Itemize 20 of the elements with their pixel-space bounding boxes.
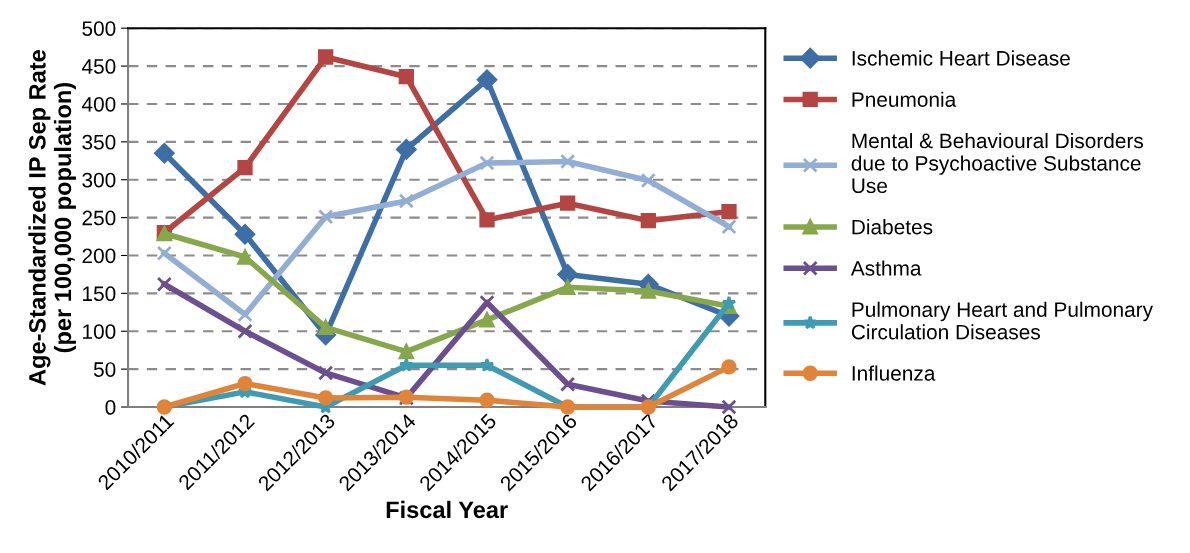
legend-label: Diabetes: [852, 219, 933, 235]
y-tick-label: 100: [83, 324, 116, 339]
y-tick-label: 50: [93, 362, 116, 377]
y-tick-label: 500: [82, 21, 116, 36]
legend-label: Pneumonia: [852, 91, 957, 107]
y-tick-label: 150: [83, 286, 116, 302]
x-axis-title: Fiscal Year: [386, 500, 508, 519]
y-tick-label: 400: [81, 96, 116, 112]
legend-label: Influenza: [852, 365, 936, 381]
y-tick-label: 0: [105, 400, 116, 415]
y-axis-title: Age-Standardized IP Sep Rate (per 100,000 population): [28, 50, 76, 386]
y-tick-label: 350: [82, 134, 116, 150]
legend-label: Mental & Behavioural Disorders due to Psychoactive Substance Use: [851, 132, 1144, 194]
legend-label: Pulmonary Heart and Pulmonary Circulation Diseases: [851, 301, 1154, 340]
y-tick-label: 450: [81, 59, 116, 74]
y-tick-label: 200: [82, 248, 116, 264]
legend-label: Asthma: [850, 260, 922, 276]
legend-label: Ischemic Heart Disease: [852, 50, 1070, 66]
y-tick-label: 250: [82, 210, 116, 226]
y-tick-label: 300: [82, 172, 116, 188]
